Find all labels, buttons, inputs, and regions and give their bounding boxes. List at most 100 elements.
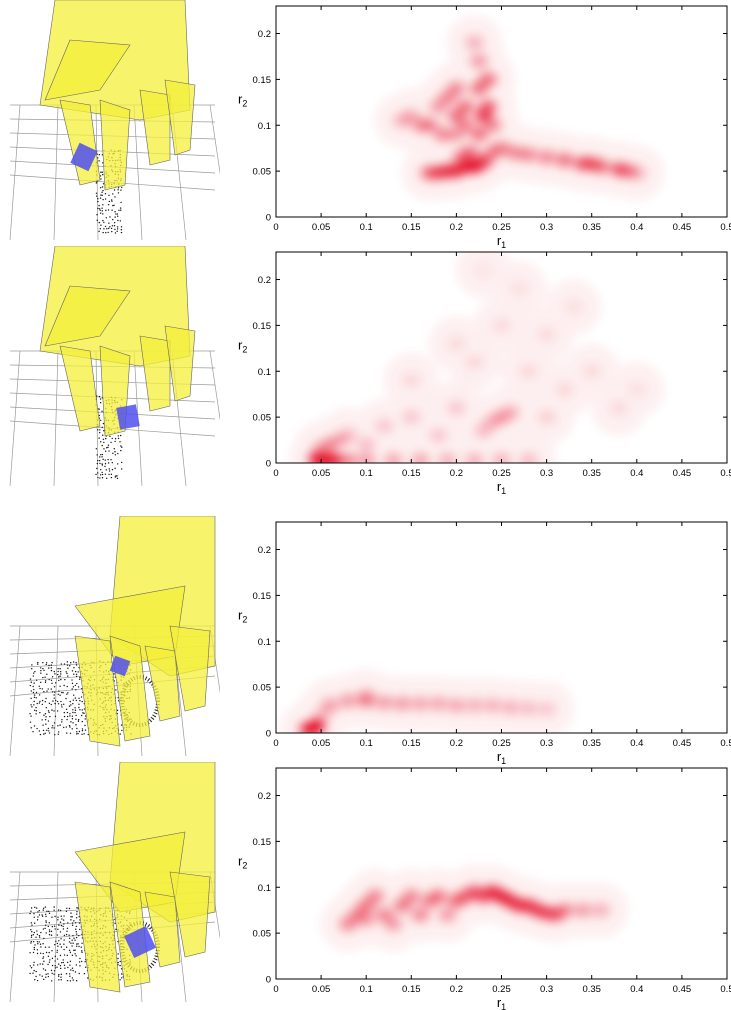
density-blob <box>447 337 465 351</box>
x-tick-label: 0.2 <box>450 984 463 995</box>
x-tick-label: 0.45 <box>673 738 692 749</box>
density-blob <box>565 300 583 314</box>
y-tick-label: 0.15 <box>253 591 272 602</box>
x-tick-label: 0.5 <box>720 222 731 233</box>
grasp-illustration-1 <box>0 0 220 240</box>
density-blob <box>520 148 538 162</box>
heatmap-plot-1: 0 0.05 0.1 0.15 0.2 0.25 0.3 0.35 0.4 0.45 0.5 0 0.0… <box>230 0 731 248</box>
density-blob <box>384 917 402 931</box>
x-tick-label: 0.2 <box>450 468 463 479</box>
x-tick-label: 0.25 <box>492 468 511 479</box>
density-blob <box>411 908 429 922</box>
density-blob <box>465 698 483 712</box>
heatmap-plot-4: 0 0.05 0.1 0.15 0.2 0.25 0.3 0.35 0.4 0.45 0.5 0 0.0… <box>230 762 731 1010</box>
y-axis-label: r2 <box>238 608 247 625</box>
grasp-illustration-3 <box>0 516 220 756</box>
density-blob <box>556 383 574 397</box>
x-tick-label: 0.15 <box>402 222 421 233</box>
x-tick-label: 0.1 <box>360 468 373 479</box>
x-axis-label: r1 <box>497 995 506 1010</box>
density-blob <box>312 709 330 723</box>
density-blob <box>411 453 429 467</box>
density-blob <box>339 453 357 467</box>
x-tick-label: 0.25 <box>492 738 511 749</box>
x-tick-label: 0.3 <box>540 738 553 749</box>
x-tick-label: 0.5 <box>720 984 731 995</box>
density-blob <box>583 364 601 378</box>
y-tick-label: 0.15 <box>253 321 272 332</box>
robot-hand <box>75 516 215 746</box>
density-blob <box>470 54 488 68</box>
y-tick-label: 0.05 <box>253 167 272 178</box>
x-tick-label: 0.5 <box>720 738 731 749</box>
density-blob <box>479 100 497 114</box>
density-blob <box>375 696 393 710</box>
density-blob <box>483 118 501 132</box>
heatmap-plot-3: 0 0.05 0.1 0.15 0.2 0.25 0.3 0.35 0.4 0.45 0.500.0… <box>230 516 731 764</box>
density-blob <box>420 166 438 180</box>
x-tick-label: 0.4 <box>630 984 643 995</box>
x-tick-label: 0 <box>273 738 278 749</box>
robot-hand <box>40 0 195 190</box>
density-blob <box>429 889 447 903</box>
density-blob <box>299 722 317 736</box>
robot-hand <box>75 762 215 992</box>
y-tick-label: 0.1 <box>258 367 271 378</box>
y-axis-label: r2 <box>238 92 247 109</box>
density-blob <box>339 694 357 708</box>
y-tick-label: 0.05 <box>253 929 272 940</box>
density-blob <box>366 889 384 903</box>
density-blob <box>447 698 465 712</box>
x-tick-label: 0.45 <box>673 222 692 233</box>
density-blob <box>429 428 447 442</box>
x-tick-label: 0.25 <box>492 222 511 233</box>
density-blob <box>456 118 474 132</box>
density-blob <box>502 700 520 714</box>
x-tick-label: 0.4 <box>630 468 643 479</box>
density-blob <box>470 127 488 141</box>
x-tick-label: 0.3 <box>540 222 553 233</box>
y-tick-label: 0 <box>266 213 271 224</box>
x-tick-label: 0.25 <box>492 984 511 995</box>
grasp-illustration-4 <box>0 762 220 1002</box>
density-blob <box>438 453 456 467</box>
y-tick-label: 0.05 <box>253 683 272 694</box>
density-blob <box>429 697 447 711</box>
density-blob <box>574 903 592 917</box>
density-blob <box>502 406 520 420</box>
y-tick-label: 0.2 <box>258 545 271 556</box>
y-tick-label: 0 <box>266 459 271 470</box>
x-tick-label: 0.2 <box>450 738 463 749</box>
density-blob <box>402 889 420 903</box>
x-tick-label: 0.4 <box>630 222 643 233</box>
density-blob <box>628 383 646 397</box>
x-axis-label: r1 <box>497 479 506 494</box>
x-tick-label: 0.4 <box>630 738 643 749</box>
x-tick-label: 0.15 <box>402 468 421 479</box>
x-tick-label: 0.15 <box>402 984 421 995</box>
y-axis-label: r2 <box>238 338 247 355</box>
density-blob <box>556 903 574 917</box>
density-blob <box>411 697 429 711</box>
y-tick-label: 0.15 <box>253 75 272 86</box>
density-blob <box>592 903 610 917</box>
heatmap-density <box>374 15 665 201</box>
y-tick-label: 0.05 <box>253 413 272 424</box>
density-blob <box>474 424 492 438</box>
contact-patch <box>116 404 140 429</box>
x-tick-label: 0.1 <box>360 738 373 749</box>
density-blob <box>357 912 375 926</box>
density-blob <box>511 282 529 296</box>
density-blob <box>520 364 538 378</box>
robot-hand <box>40 246 195 436</box>
heatmap-density <box>320 864 629 952</box>
y-tick-label: 0.15 <box>253 837 272 848</box>
density-blob <box>520 701 538 715</box>
heatmap-plot-2: 0 0.05 0.1 0.15 0.2 0.25 0.3 0.35 0.4 0.45 0.500.0… <box>230 246 731 494</box>
x-tick-label: 0.35 <box>582 222 601 233</box>
x-tick-label: 0.1 <box>360 222 373 233</box>
x-tick-label: 0.05 <box>312 738 331 749</box>
x-tick-label: 0.35 <box>582 984 601 995</box>
density-blob <box>452 150 470 164</box>
density-blob <box>357 689 375 703</box>
